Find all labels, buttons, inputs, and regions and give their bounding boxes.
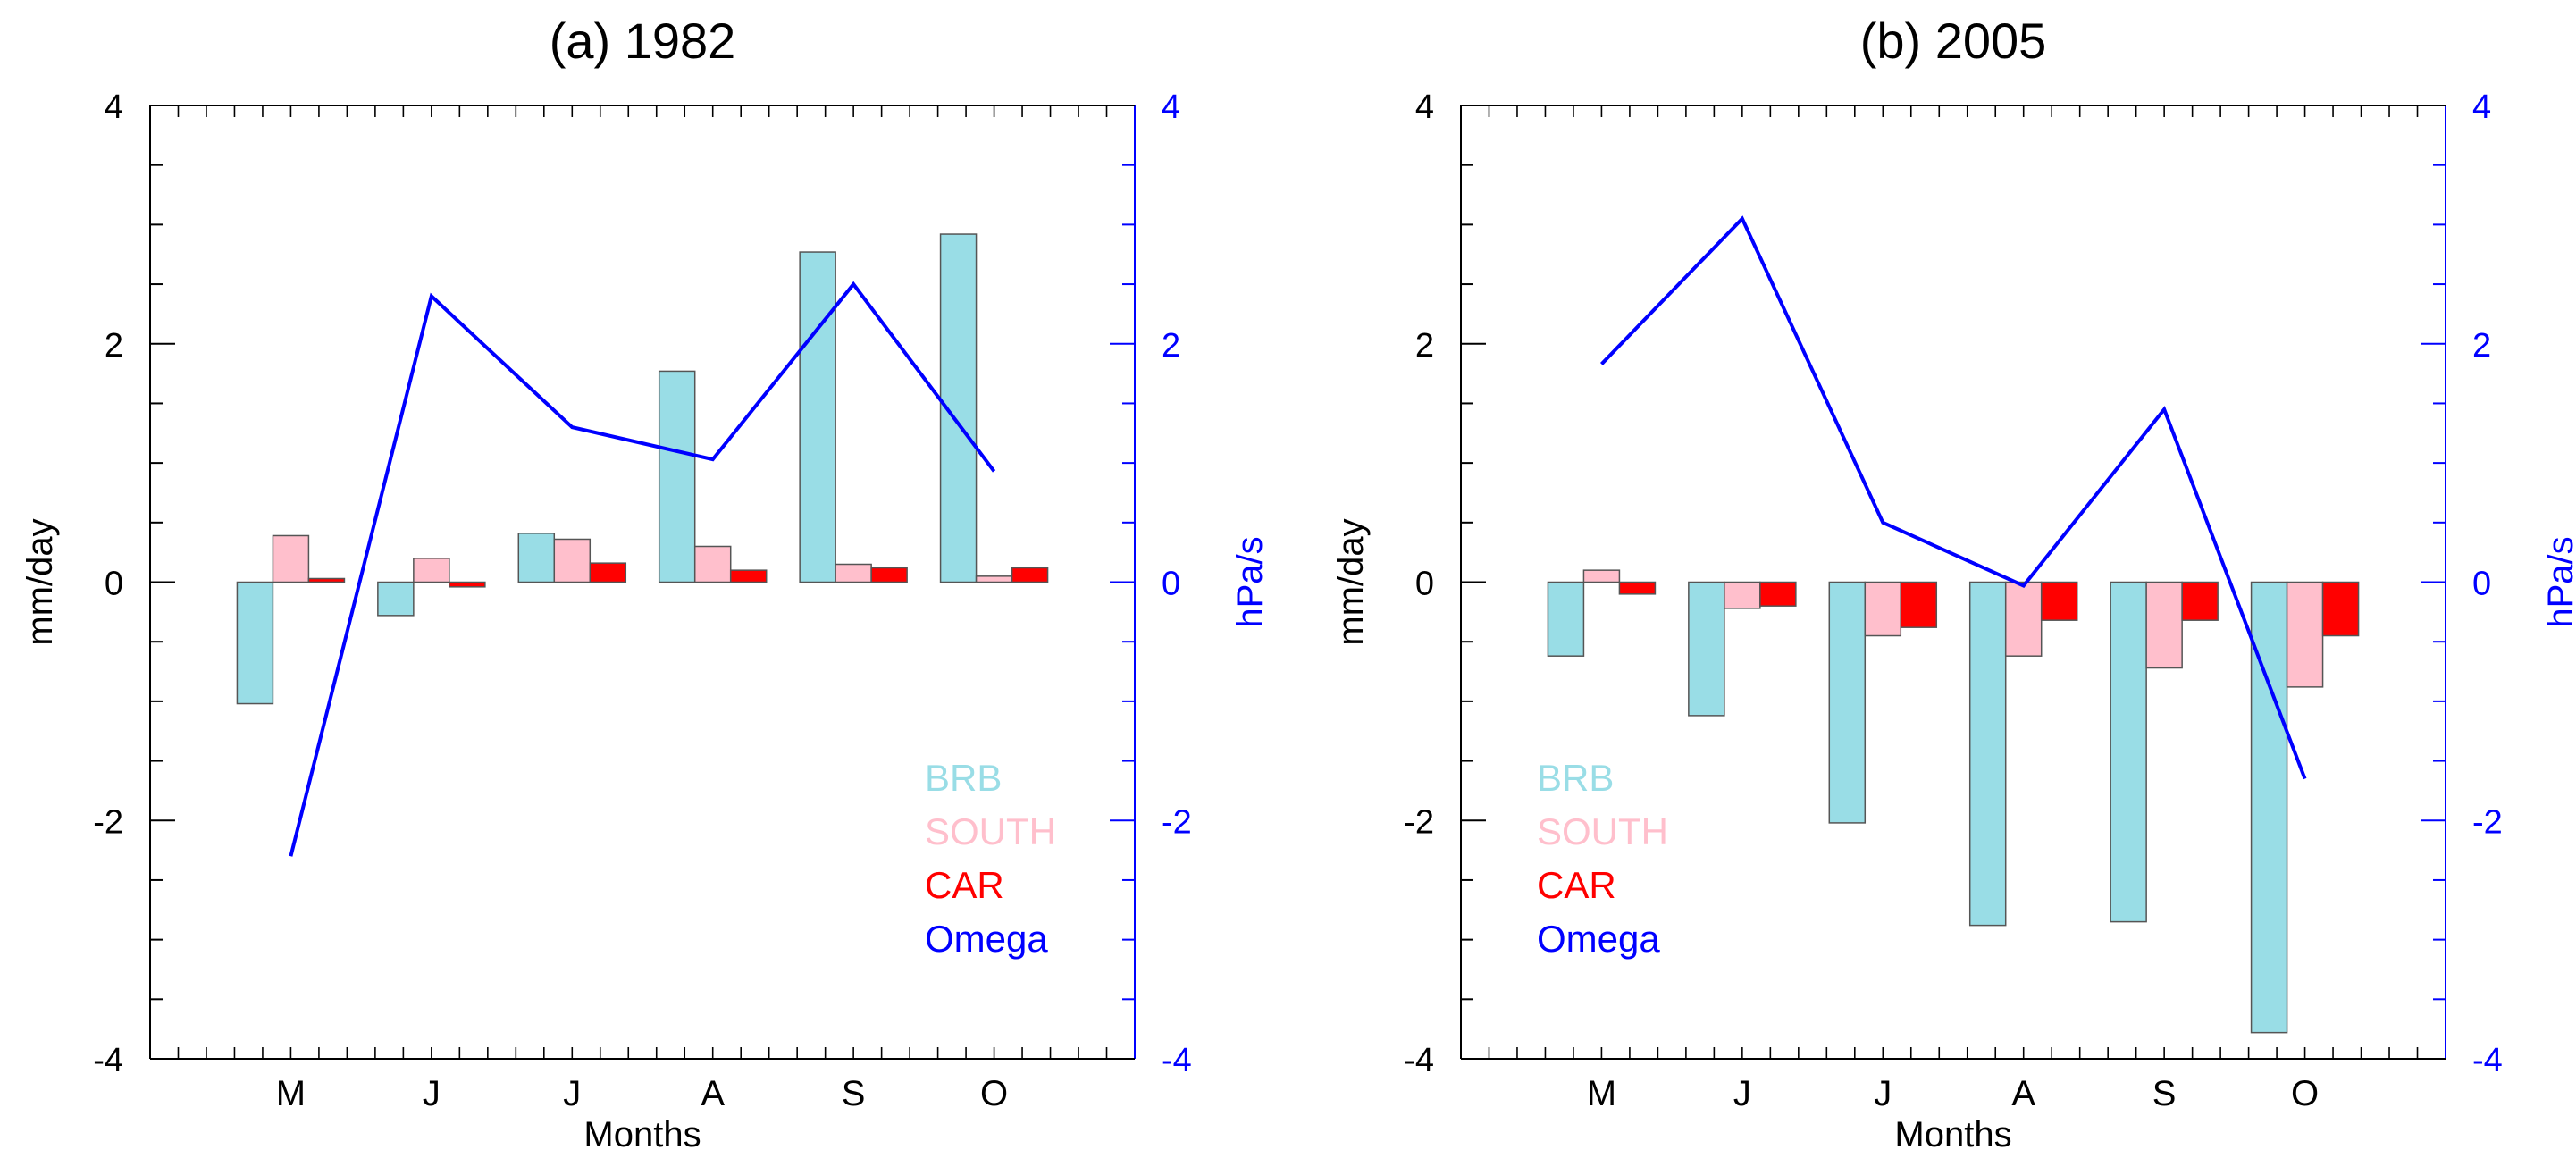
x-tick-label: J [1733, 1074, 1751, 1113]
right-tick-label: 4 [1162, 88, 1180, 126]
right-tick-label: -4 [2472, 1042, 2503, 1079]
bar-brb-0 [1547, 581, 1585, 657]
right-tick-label: 0 [1162, 566, 1180, 603]
bar-car-2 [589, 562, 627, 583]
bar-brb-2 [1828, 581, 1867, 824]
legend-brb: BRB [925, 757, 1002, 799]
y-axis-right-label: hPa/s [2541, 536, 2576, 627]
legend-car: CAR [925, 864, 1004, 906]
bar-car-2 [1900, 581, 1938, 628]
bar-brb-1 [377, 581, 415, 617]
bar-south-1 [413, 558, 450, 583]
bar-brb-4 [799, 251, 836, 583]
bar-south-2 [553, 538, 592, 583]
omega-line [1599, 215, 2307, 780]
bar-south-4 [835, 563, 872, 583]
left-tick-label: 4 [1415, 88, 1434, 126]
bar-car-3 [729, 569, 768, 583]
y-axis-right-label: hPa/s [1230, 536, 1270, 627]
legend-south: SOUTH [1537, 810, 1668, 852]
x-tick-label: J [1874, 1074, 1892, 1113]
bar-south-4 [2145, 581, 2183, 669]
x-tick-label: A [701, 1074, 725, 1113]
bar-brb-2 [517, 533, 556, 583]
bar-car-1 [449, 581, 486, 588]
legend-brb: BRB [1537, 757, 1614, 799]
bar-south-2 [1864, 581, 1902, 637]
legend-car: CAR [1537, 864, 1616, 906]
x-tick-label: M [1587, 1074, 1616, 1113]
bar-brb-0 [236, 581, 274, 705]
left-tick-label: -4 [93, 1042, 123, 1079]
bar-brb-3 [1968, 581, 2007, 927]
bar-car-4 [870, 567, 908, 583]
legend-omega: Omega [925, 918, 1048, 960]
panel-a-1982: 4 2 0 -2 -4 mm/day 4 2 0 -2 -4 hPa/s M J J A S O Months (a)… [21, 13, 1270, 1154]
x-tick-label: A [2011, 1074, 2035, 1113]
bar-car-5 [2321, 581, 2360, 637]
bar-brb-1 [1688, 581, 1725, 717]
bar-brb-4 [2110, 581, 2147, 923]
legend-south: SOUTH [925, 810, 1056, 852]
bar-south-3 [693, 545, 732, 583]
bar-car-0 [307, 577, 346, 583]
left-tick-label: 4 [105, 88, 123, 126]
x-axis-label: Months [583, 1115, 701, 1154]
left-tick-label: 0 [105, 566, 123, 603]
right-tick-label: -2 [1162, 803, 1192, 841]
bar-brb-3 [658, 370, 696, 583]
left-tick-label: -2 [93, 803, 123, 841]
chart-title: (a) 1982 [550, 13, 736, 69]
bar-car-3 [2040, 581, 2078, 621]
x-axis-label: Months [1894, 1115, 2011, 1154]
x-tick-label: S [842, 1074, 866, 1113]
right-tick-label: -4 [1162, 1042, 1192, 1079]
y-axis-label: mm/day [1331, 518, 1371, 645]
bar-south-1 [1724, 581, 1761, 609]
bar-car-0 [1618, 581, 1657, 595]
x-tick-label: O [2291, 1074, 2319, 1113]
right-tick-label: 4 [2472, 88, 2491, 126]
bar-south-3 [2004, 581, 2043, 657]
bar-south-5 [2286, 581, 2324, 688]
right-tick-label: -2 [2472, 803, 2503, 841]
bar-south-5 [975, 575, 1013, 583]
chart-title: (b) 2005 [1860, 13, 2047, 69]
bar-car-5 [1011, 567, 1049, 583]
bar-south-0 [272, 534, 310, 583]
left-tick-label: 0 [1415, 566, 1434, 603]
bar-south-0 [1582, 569, 1621, 583]
omega-line [289, 281, 996, 857]
legend-omega: Omega [1537, 918, 1660, 960]
left-tick-label: 2 [105, 327, 123, 365]
bar-car-1 [1759, 581, 1797, 607]
x-tick-label: J [423, 1074, 441, 1113]
y-axis-label: mm/day [21, 518, 60, 645]
left-tick-label: 2 [1415, 327, 1434, 365]
bar-car-4 [2181, 581, 2219, 621]
right-tick-label: 0 [2472, 566, 2491, 603]
x-tick-label: O [980, 1074, 1008, 1113]
right-tick-label: 2 [1162, 327, 1180, 365]
panel-b-2005: 4 2 0 -2 -4 mm/day 4 2 0 -2 -4 hPa/s M J J A S O Months (b)… [1331, 13, 2576, 1154]
x-tick-label: J [563, 1074, 581, 1113]
left-tick-label: -4 [1404, 1042, 1434, 1079]
right-tick-label: 2 [2472, 327, 2491, 365]
left-tick-label: -2 [1404, 803, 1434, 841]
x-tick-label: S [2152, 1074, 2177, 1113]
x-tick-label: M [276, 1074, 306, 1113]
